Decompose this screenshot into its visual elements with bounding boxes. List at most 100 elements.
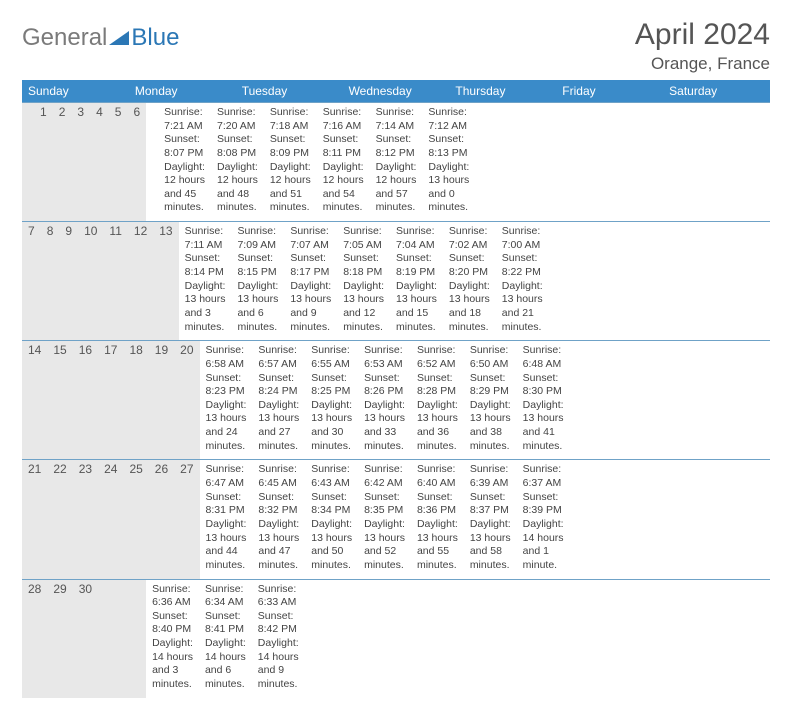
day-cell: Sunrise: 6:47 AMSunset: 8:31 PMDaylight:… <box>200 460 253 578</box>
day-cell: Sunrise: 6:53 AMSunset: 8:26 PMDaylight:… <box>358 341 411 459</box>
day-number <box>122 580 134 598</box>
day-number: 12 <box>128 222 153 240</box>
day-number: 18 <box>123 341 148 359</box>
day-cell: Sunrise: 6:39 AMSunset: 8:37 PMDaylight:… <box>464 460 517 578</box>
daylight-text: Daylight: 13 hours and 3 minutes. <box>185 280 226 335</box>
sunrise-text: Sunrise: 6:36 AM <box>152 583 193 610</box>
sunset-text: Sunset: 8:15 PM <box>237 252 278 279</box>
sunrise-text: Sunrise: 7:11 AM <box>185 225 226 252</box>
sunset-text: Sunset: 8:20 PM <box>449 252 490 279</box>
daylight-text: Daylight: 12 hours and 51 minutes. <box>270 161 311 216</box>
dow-cell: Tuesday <box>236 80 343 102</box>
daynum-row: 21222324252627 <box>22 460 200 578</box>
sunrise-text: Sunrise: 6:47 AM <box>206 463 247 490</box>
daynum-row: 282930 <box>22 580 146 698</box>
day-cell: Sunrise: 6:45 AMSunset: 8:32 PMDaylight:… <box>252 460 305 578</box>
sunrise-text: Sunrise: 7:18 AM <box>270 106 311 133</box>
sunset-text: Sunset: 8:23 PM <box>206 372 247 399</box>
day-cell: Sunrise: 7:07 AMSunset: 8:17 PMDaylight:… <box>284 222 337 340</box>
day-number: 16 <box>73 341 98 359</box>
day-cell: Sunrise: 6:52 AMSunset: 8:28 PMDaylight:… <box>411 341 464 459</box>
logo-triangle-icon <box>109 29 129 50</box>
day-cell: Sunrise: 6:55 AMSunset: 8:25 PMDaylight:… <box>305 341 358 459</box>
daylight-text: Daylight: 13 hours and 15 minutes. <box>396 280 437 335</box>
sunrise-text: Sunrise: 6:37 AM <box>523 463 564 490</box>
day-cell: Sunrise: 7:04 AMSunset: 8:19 PMDaylight:… <box>390 222 443 340</box>
day-number: 13 <box>153 222 178 240</box>
day-number: 10 <box>78 222 103 240</box>
sunrise-text: Sunrise: 6:50 AM <box>470 344 511 371</box>
dow-cell: Friday <box>556 80 663 102</box>
daynum-row: 78910111213 <box>22 222 179 340</box>
daylight-text: Daylight: 13 hours and 30 minutes. <box>311 399 352 454</box>
week: 21222324252627Sunrise: 6:47 AMSunset: 8:… <box>22 459 770 578</box>
day-number: 8 <box>41 222 60 240</box>
daylight-text: Daylight: 13 hours and 21 minutes. <box>502 280 543 335</box>
daylight-text: Daylight: 13 hours and 38 minutes. <box>470 399 511 454</box>
day-cell <box>305 580 317 698</box>
sunrise-text: Sunrise: 7:16 AM <box>323 106 364 133</box>
daylight-text: Daylight: 14 hours and 3 minutes. <box>152 637 193 692</box>
sunset-text: Sunset: 8:29 PM <box>470 372 511 399</box>
dow-cell: Sunday <box>22 80 129 102</box>
day-number: 3 <box>71 103 90 121</box>
content-row: Sunrise: 6:58 AMSunset: 8:23 PMDaylight:… <box>200 341 570 459</box>
content-row: Sunrise: 6:36 AMSunset: 8:40 PMDaylight:… <box>146 580 353 698</box>
daylight-text: Daylight: 13 hours and 6 minutes. <box>237 280 278 335</box>
day-number: 9 <box>59 222 78 240</box>
day-cell: Sunrise: 7:12 AMSunset: 8:13 PMDaylight:… <box>422 103 475 221</box>
sunset-text: Sunset: 8:42 PM <box>258 610 299 637</box>
sunset-text: Sunset: 8:09 PM <box>270 133 311 160</box>
day-number: 2 <box>53 103 72 121</box>
day-cell: Sunrise: 7:18 AMSunset: 8:09 PMDaylight:… <box>264 103 317 221</box>
day-number: 29 <box>47 580 72 598</box>
sunset-text: Sunset: 8:34 PM <box>311 491 352 518</box>
daylight-text: Daylight: 13 hours and 24 minutes. <box>206 399 247 454</box>
sunset-text: Sunset: 8:25 PM <box>311 372 352 399</box>
sunset-text: Sunset: 8:41 PM <box>205 610 246 637</box>
page-title: April 2024 <box>635 18 770 52</box>
header: General Blue April 2024 Orange, France <box>22 18 770 74</box>
sunrise-text: Sunrise: 7:14 AM <box>376 106 417 133</box>
day-cell <box>329 580 341 698</box>
day-cell: Sunrise: 6:43 AMSunset: 8:34 PMDaylight:… <box>305 460 358 578</box>
day-cell: Sunrise: 6:42 AMSunset: 8:35 PMDaylight:… <box>358 460 411 578</box>
sunrise-text: Sunrise: 7:05 AM <box>343 225 384 252</box>
day-cell: Sunrise: 7:00 AMSunset: 8:22 PMDaylight:… <box>496 222 549 340</box>
sunrise-text: Sunrise: 7:02 AM <box>449 225 490 252</box>
day-number: 6 <box>127 103 146 121</box>
dow-cell: Monday <box>129 80 236 102</box>
sunset-text: Sunset: 8:17 PM <box>290 252 331 279</box>
day-cell: Sunrise: 6:48 AMSunset: 8:30 PMDaylight:… <box>517 341 570 459</box>
day-number: 23 <box>73 460 98 478</box>
day-number: 26 <box>149 460 174 478</box>
day-number: 5 <box>109 103 128 121</box>
sunset-text: Sunset: 8:36 PM <box>417 491 458 518</box>
week: 78910111213Sunrise: 7:11 AMSunset: 8:14 … <box>22 221 770 340</box>
content-row: Sunrise: 6:47 AMSunset: 8:31 PMDaylight:… <box>200 460 570 578</box>
day-cell: Sunrise: 6:37 AMSunset: 8:39 PMDaylight:… <box>517 460 570 578</box>
sunset-text: Sunset: 8:18 PM <box>343 252 384 279</box>
day-cell: Sunrise: 7:05 AMSunset: 8:18 PMDaylight:… <box>337 222 390 340</box>
week: 14151617181920Sunrise: 6:58 AMSunset: 8:… <box>22 340 770 459</box>
day-cell: Sunrise: 6:57 AMSunset: 8:24 PMDaylight:… <box>252 341 305 459</box>
sunset-text: Sunset: 8:07 PM <box>164 133 205 160</box>
sunrise-text: Sunrise: 6:39 AM <box>470 463 511 490</box>
sunset-text: Sunset: 8:39 PM <box>523 491 564 518</box>
sunset-text: Sunset: 8:19 PM <box>396 252 437 279</box>
daylight-text: Daylight: 13 hours and 0 minutes. <box>428 161 469 216</box>
sunrise-text: Sunrise: 6:53 AM <box>364 344 405 371</box>
day-number: 17 <box>98 341 123 359</box>
daynum-row: 14151617181920 <box>22 341 200 459</box>
sunrise-text: Sunrise: 7:12 AM <box>428 106 469 133</box>
day-number: 28 <box>22 580 47 598</box>
day-number: 21 <box>22 460 47 478</box>
sunset-text: Sunset: 8:40 PM <box>152 610 193 637</box>
day-of-week-header: SundayMondayTuesdayWednesdayThursdayFrid… <box>22 80 770 102</box>
logo-text-blue: Blue <box>131 24 179 52</box>
sunrise-text: Sunrise: 6:57 AM <box>258 344 299 371</box>
sunset-text: Sunset: 8:13 PM <box>428 133 469 160</box>
sunrise-text: Sunrise: 6:33 AM <box>258 583 299 610</box>
daynum-row: 123456 <box>22 103 146 221</box>
day-cell <box>341 580 353 698</box>
